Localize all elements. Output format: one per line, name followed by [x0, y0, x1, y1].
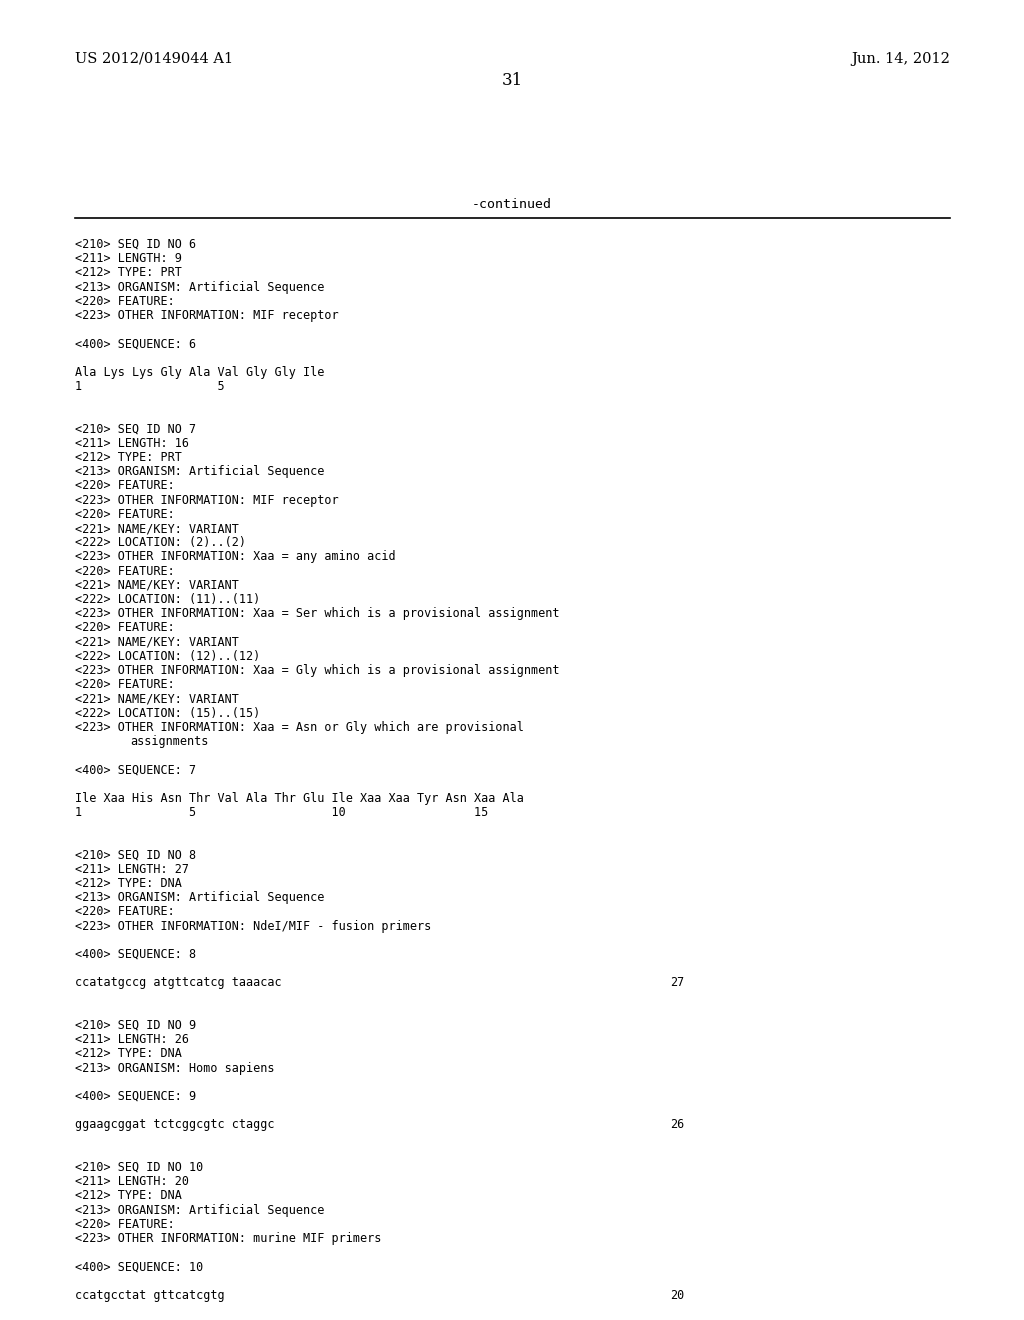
Text: <213> ORGANISM: Artificial Sequence: <213> ORGANISM: Artificial Sequence	[75, 465, 325, 478]
Text: <222> LOCATION: (11)..(11): <222> LOCATION: (11)..(11)	[75, 593, 260, 606]
Text: ccatgcctat gttcatcgtg: ccatgcctat gttcatcgtg	[75, 1288, 224, 1302]
Text: <400> SEQUENCE: 9: <400> SEQUENCE: 9	[75, 1090, 197, 1104]
Text: assignments: assignments	[130, 735, 208, 748]
Text: <213> ORGANISM: Artificial Sequence: <213> ORGANISM: Artificial Sequence	[75, 1204, 325, 1217]
Text: <220> FEATURE:: <220> FEATURE:	[75, 678, 175, 692]
Text: <400> SEQUENCE: 8: <400> SEQUENCE: 8	[75, 948, 197, 961]
Text: Ile Xaa His Asn Thr Val Ala Thr Glu Ile Xaa Xaa Tyr Asn Xaa Ala: Ile Xaa His Asn Thr Val Ala Thr Glu Ile …	[75, 792, 524, 805]
Text: <210> SEQ ID NO 6: <210> SEQ ID NO 6	[75, 238, 197, 251]
Text: <211> LENGTH: 26: <211> LENGTH: 26	[75, 1034, 189, 1047]
Text: <210> SEQ ID NO 9: <210> SEQ ID NO 9	[75, 1019, 197, 1032]
Text: 20: 20	[670, 1288, 684, 1302]
Text: 26: 26	[670, 1118, 684, 1131]
Text: <212> TYPE: DNA: <212> TYPE: DNA	[75, 1189, 182, 1203]
Text: <211> LENGTH: 27: <211> LENGTH: 27	[75, 863, 189, 875]
Text: <223> OTHER INFORMATION: NdeI/MIF - fusion primers: <223> OTHER INFORMATION: NdeI/MIF - fusi…	[75, 920, 431, 933]
Text: <213> ORGANISM: Homo sapiens: <213> ORGANISM: Homo sapiens	[75, 1061, 274, 1074]
Text: <212> TYPE: DNA: <212> TYPE: DNA	[75, 876, 182, 890]
Text: <210> SEQ ID NO 7: <210> SEQ ID NO 7	[75, 422, 197, 436]
Text: <220> FEATURE:: <220> FEATURE:	[75, 906, 175, 919]
Text: ccatatgccg atgttcatcg taaacac: ccatatgccg atgttcatcg taaacac	[75, 977, 282, 990]
Text: <213> ORGANISM: Artificial Sequence: <213> ORGANISM: Artificial Sequence	[75, 281, 325, 293]
Text: 1                   5: 1 5	[75, 380, 224, 393]
Text: <220> FEATURE:: <220> FEATURE:	[75, 565, 175, 578]
Text: <223> OTHER INFORMATION: murine MIF primers: <223> OTHER INFORMATION: murine MIF prim…	[75, 1232, 381, 1245]
Text: ggaagcggat tctcggcgtc ctaggc: ggaagcggat tctcggcgtc ctaggc	[75, 1118, 274, 1131]
Text: <211> LENGTH: 16: <211> LENGTH: 16	[75, 437, 189, 450]
Text: <223> OTHER INFORMATION: Xaa = Ser which is a provisional assignment: <223> OTHER INFORMATION: Xaa = Ser which…	[75, 607, 559, 620]
Text: <400> SEQUENCE: 7: <400> SEQUENCE: 7	[75, 763, 197, 776]
Text: <213> ORGANISM: Artificial Sequence: <213> ORGANISM: Artificial Sequence	[75, 891, 325, 904]
Text: <211> LENGTH: 9: <211> LENGTH: 9	[75, 252, 182, 265]
Text: <223> OTHER INFORMATION: MIF receptor: <223> OTHER INFORMATION: MIF receptor	[75, 309, 339, 322]
Text: <222> LOCATION: (2)..(2): <222> LOCATION: (2)..(2)	[75, 536, 246, 549]
Text: <221> NAME/KEY: VARIANT: <221> NAME/KEY: VARIANT	[75, 636, 239, 648]
Text: <400> SEQUENCE: 6: <400> SEQUENCE: 6	[75, 338, 197, 350]
Text: <212> TYPE: PRT: <212> TYPE: PRT	[75, 267, 182, 280]
Text: <400> SEQUENCE: 10: <400> SEQUENCE: 10	[75, 1261, 203, 1274]
Text: <222> LOCATION: (15)..(15): <222> LOCATION: (15)..(15)	[75, 706, 260, 719]
Text: <210> SEQ ID NO 10: <210> SEQ ID NO 10	[75, 1162, 203, 1173]
Text: 27: 27	[670, 977, 684, 990]
Text: <223> OTHER INFORMATION: Xaa = Asn or Gly which are provisional: <223> OTHER INFORMATION: Xaa = Asn or Gl…	[75, 721, 524, 734]
Text: Jun. 14, 2012: Jun. 14, 2012	[851, 51, 950, 66]
Text: <223> OTHER INFORMATION: Xaa = any amino acid: <223> OTHER INFORMATION: Xaa = any amino…	[75, 550, 395, 564]
Text: <210> SEQ ID NO 8: <210> SEQ ID NO 8	[75, 849, 197, 862]
Text: <221> NAME/KEY: VARIANT: <221> NAME/KEY: VARIANT	[75, 521, 239, 535]
Text: <221> NAME/KEY: VARIANT: <221> NAME/KEY: VARIANT	[75, 693, 239, 705]
Text: <221> NAME/KEY: VARIANT: <221> NAME/KEY: VARIANT	[75, 578, 239, 591]
Text: Ala Lys Lys Gly Ala Val Gly Gly Ile: Ala Lys Lys Gly Ala Val Gly Gly Ile	[75, 366, 325, 379]
Text: -continued: -continued	[472, 198, 552, 211]
Text: US 2012/0149044 A1: US 2012/0149044 A1	[75, 51, 233, 66]
Text: 31: 31	[502, 73, 522, 88]
Text: <220> FEATURE:: <220> FEATURE:	[75, 294, 175, 308]
Text: <223> OTHER INFORMATION: MIF receptor: <223> OTHER INFORMATION: MIF receptor	[75, 494, 339, 507]
Text: <220> FEATURE:: <220> FEATURE:	[75, 508, 175, 521]
Text: <220> FEATURE:: <220> FEATURE:	[75, 622, 175, 635]
Text: <212> TYPE: DNA: <212> TYPE: DNA	[75, 1047, 182, 1060]
Text: 1               5                   10                  15: 1 5 10 15	[75, 807, 488, 818]
Text: <211> LENGTH: 20: <211> LENGTH: 20	[75, 1175, 189, 1188]
Text: <220> FEATURE:: <220> FEATURE:	[75, 479, 175, 492]
Text: <222> LOCATION: (12)..(12): <222> LOCATION: (12)..(12)	[75, 649, 260, 663]
Text: <223> OTHER INFORMATION: Xaa = Gly which is a provisional assignment: <223> OTHER INFORMATION: Xaa = Gly which…	[75, 664, 559, 677]
Text: <220> FEATURE:: <220> FEATURE:	[75, 1218, 175, 1230]
Text: <212> TYPE: PRT: <212> TYPE: PRT	[75, 451, 182, 465]
